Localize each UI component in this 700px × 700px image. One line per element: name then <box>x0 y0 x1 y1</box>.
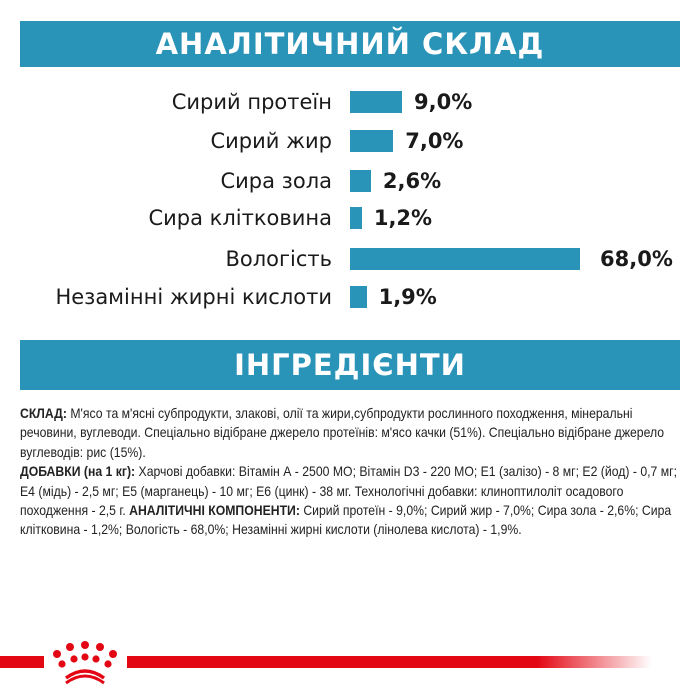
value-label: 1,9% <box>378 285 437 309</box>
ingredients-text: СКЛАД: М'ясо та м'ясні субпродукти, злак… <box>20 404 682 540</box>
composition-label: СКЛАД: <box>20 406 67 421</box>
bar <box>350 207 362 229</box>
value-label: 7,0% <box>405 129 464 153</box>
analytical-label: АНАЛІТИЧНІ КОМПОНЕНТИ: <box>129 503 300 519</box>
bar <box>350 170 371 192</box>
bar <box>350 248 580 270</box>
analysis-title-banner: АНАЛІТИЧНИЙ СКЛАД <box>20 21 680 67</box>
analytical-text: Сирий протеїн - 9,0%; Сирий жир - 7,0%; … <box>20 503 672 538</box>
analysis-chart: Сирий протеїн 9,0% Сирий жир 7,0% Сира зола 2… <box>0 80 700 320</box>
additives-text: Харчові добавки: Вітамін А - 2500 МО; Ві… <box>20 464 678 519</box>
category-label: Вологість <box>225 247 332 271</box>
category-label: Сирий протеїн <box>171 90 332 114</box>
category-label: Незамінні жирні кислоти <box>55 285 332 309</box>
value-label: 9,0% <box>414 90 473 114</box>
category-label: Сира зола <box>220 169 333 193</box>
value-label: 68,0% <box>600 247 673 271</box>
bar <box>350 91 403 113</box>
category-label: Сирий жир <box>210 129 332 153</box>
composition-text: М'ясо та м'ясні субпродукти, злакові, ол… <box>20 406 665 460</box>
value-label: 2,6% <box>382 169 442 193</box>
bar <box>350 130 394 152</box>
category-label: Сира клітковина <box>148 206 332 230</box>
ingredients-title-banner: ІНГРЕДІЄНТИ <box>20 340 680 390</box>
additives-label: ДОБАВКИ (на 1 кг): <box>20 464 136 480</box>
royal-canin-crown-icon <box>0 641 652 685</box>
bar <box>350 286 367 308</box>
value-label: 1,2% <box>373 206 433 230</box>
